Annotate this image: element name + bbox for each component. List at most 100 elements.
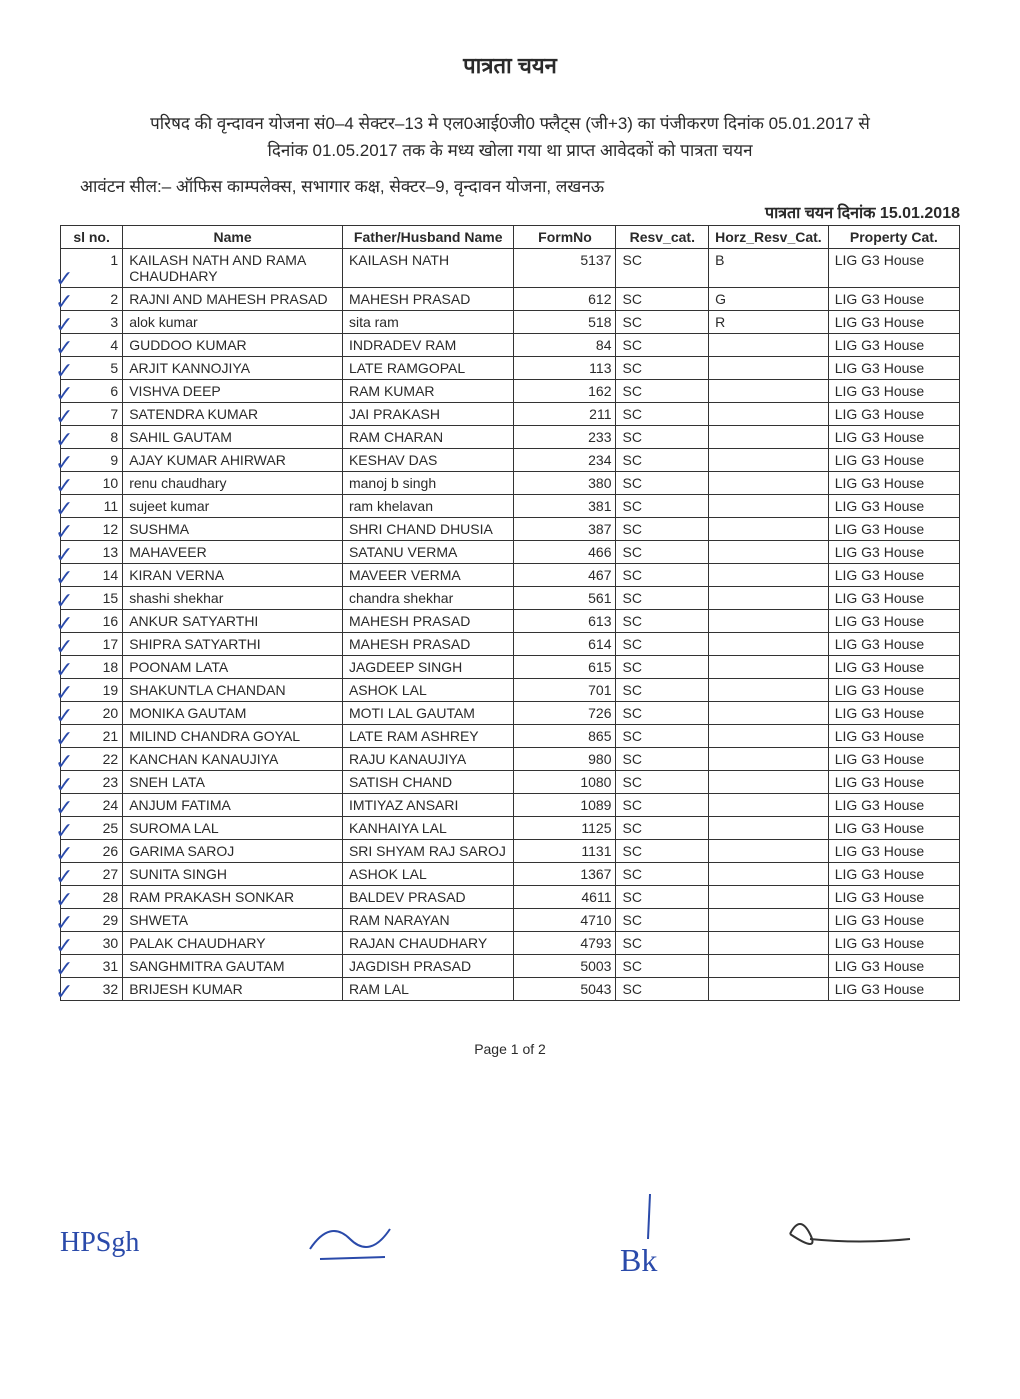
cell-father: ASHOK LAL	[342, 863, 514, 886]
table-row: 28RAM PRAKASH SONKARBALDEV PRASAD4611SCL…	[61, 886, 960, 909]
cell-propcat: LIG G3 House	[828, 886, 959, 909]
table-row: 7SATENDRA KUMARJAI PRAKASH211SCLIG G3 Ho…	[61, 403, 960, 426]
cell-horzresv	[709, 702, 829, 725]
checkmark-icon: ✓	[55, 935, 73, 957]
cell-father: MOTI LAL GAUTAM	[342, 702, 514, 725]
table-body: 1KAILASH NATH AND RAMA CHAUDHARYKAILASH …	[61, 249, 960, 1001]
table-row: 27SUNITA SINGHASHOK LAL1367SCLIG G3 Hous…	[61, 863, 960, 886]
checkmark-icon: ✓	[55, 429, 73, 451]
cell-horzresv	[709, 426, 829, 449]
cell-father: RAJU KANAUJIYA	[342, 748, 514, 771]
cell-horzresv	[709, 541, 829, 564]
col-header-name: Name	[123, 226, 343, 249]
cell-propcat: LIG G3 House	[828, 817, 959, 840]
cell-father: JAI PRAKASH	[342, 403, 514, 426]
cell-resvcat: SC	[616, 771, 709, 794]
cell-horzresv	[709, 334, 829, 357]
cell-father: MAVEER VERMA	[342, 564, 514, 587]
cell-formno: 561	[514, 587, 616, 610]
checkmark-icon: ✓	[55, 682, 73, 704]
cell-name: alok kumar	[123, 311, 343, 334]
table-row: 26GARIMA SAROJSRI SHYAM RAJ SAROJ1131SCL…	[61, 840, 960, 863]
cell-horzresv	[709, 633, 829, 656]
signature-mid-icon	[290, 1209, 410, 1269]
checkmark-icon: ✓	[55, 751, 73, 773]
cell-horzresv	[709, 380, 829, 403]
cell-resvcat: SC	[616, 495, 709, 518]
cell-name: SHWETA	[123, 909, 343, 932]
cell-propcat: LIG G3 House	[828, 932, 959, 955]
cell-father: SATISH CHAND	[342, 771, 514, 794]
cell-resvcat: SC	[616, 748, 709, 771]
cell-propcat: LIG G3 House	[828, 771, 959, 794]
cell-father: SATANU VERMA	[342, 541, 514, 564]
cell-propcat: LIG G3 House	[828, 518, 959, 541]
cell-father: sita ram	[342, 311, 514, 334]
cell-horzresv	[709, 817, 829, 840]
cell-propcat: LIG G3 House	[828, 748, 959, 771]
cell-name: ANJUM FATIMA	[123, 794, 343, 817]
intro-line-2: दिनांक 01.05.2017 तक के मध्य खोला गया था…	[267, 141, 752, 160]
checkmark-icon: ✓	[55, 452, 73, 474]
cell-propcat: LIG G3 House	[828, 725, 959, 748]
cell-name: AJAY KUMAR AHIRWAR	[123, 449, 343, 472]
cell-name: ANKUR SATYARTHI	[123, 610, 343, 633]
cell-formno: 466	[514, 541, 616, 564]
cell-name: PALAK CHAUDHARY	[123, 932, 343, 955]
cell-formno: 613	[514, 610, 616, 633]
table-row: 9AJAY KUMAR AHIRWARKESHAV DAS234SCLIG G3…	[61, 449, 960, 472]
checkmark-icon: ✓	[55, 498, 73, 520]
cell-resvcat: SC	[616, 472, 709, 495]
table-row: 12SUSHMASHRI CHAND DHUSIA387SCLIG G3 Hou…	[61, 518, 960, 541]
cell-resvcat: SC	[616, 794, 709, 817]
cell-resvcat: SC	[616, 702, 709, 725]
cell-father: IMTIYAZ ANSARI	[342, 794, 514, 817]
cell-formno: 612	[514, 288, 616, 311]
intro-line-1: परिषद की वृन्दावन योजना सं0–4 सेक्टर–13 …	[150, 114, 870, 133]
cell-name: SANGHMITRA GAUTAM	[123, 955, 343, 978]
cell-name: MONIKA GAUTAM	[123, 702, 343, 725]
table-row: 25SUROMA LALKANHAIYA LAL1125SCLIG G3 Hou…	[61, 817, 960, 840]
cell-formno: 5003	[514, 955, 616, 978]
col-header-father: Father/Husband Name	[342, 226, 514, 249]
checkmark-icon: ✓	[55, 820, 73, 842]
table-row: 3alok kumarsita ram518SCRLIG G3 House	[61, 311, 960, 334]
cell-name: KANCHAN KANAUJIYA	[123, 748, 343, 771]
checkmark-icon: ✓	[55, 613, 73, 635]
col-header-propcat: Property Cat.	[828, 226, 959, 249]
table-row: 1KAILASH NATH AND RAMA CHAUDHARYKAILASH …	[61, 249, 960, 288]
table-row: 6VISHVA DEEPRAM KUMAR162SCLIG G3 House	[61, 380, 960, 403]
cell-father: RAM NARAYAN	[342, 909, 514, 932]
cell-formno: 1367	[514, 863, 616, 886]
cell-horzresv	[709, 840, 829, 863]
cell-father: LATE RAM ASHREY	[342, 725, 514, 748]
cell-propcat: LIG G3 House	[828, 495, 959, 518]
cell-resvcat: SC	[616, 541, 709, 564]
cell-propcat: LIG G3 House	[828, 656, 959, 679]
cell-propcat: LIG G3 House	[828, 311, 959, 334]
cell-horzresv	[709, 472, 829, 495]
cell-resvcat: SC	[616, 334, 709, 357]
table-row: 10renu chaudharymanoj b singh380SCLIG G3…	[61, 472, 960, 495]
cell-father: RAJAN CHAUDHARY	[342, 932, 514, 955]
signature-left: HPSgh	[60, 1227, 139, 1259]
checkmark-icon: ✓	[55, 981, 73, 1003]
cell-resvcat: SC	[616, 249, 709, 288]
cell-propcat: LIG G3 House	[828, 403, 959, 426]
cell-formno: 614	[514, 633, 616, 656]
page-footer: Page 1 of 2	[60, 1041, 960, 1057]
cell-resvcat: SC	[616, 449, 709, 472]
cell-propcat: LIG G3 House	[828, 472, 959, 495]
checkmark-icon: ✓	[55, 659, 73, 681]
cell-propcat: LIG G3 House	[828, 334, 959, 357]
table-row: 16ANKUR SATYARTHIMAHESH PRASAD613SCLIG G…	[61, 610, 960, 633]
cell-father: BALDEV PRASAD	[342, 886, 514, 909]
cell-propcat: LIG G3 House	[828, 679, 959, 702]
cell-propcat: LIG G3 House	[828, 449, 959, 472]
cell-horzresv	[709, 909, 829, 932]
cell-propcat: LIG G3 House	[828, 863, 959, 886]
checkmark-icon: ✓	[55, 590, 73, 612]
cell-propcat: LIG G3 House	[828, 541, 959, 564]
cell-resvcat: SC	[616, 932, 709, 955]
checkmark-icon: ✓	[55, 705, 73, 727]
